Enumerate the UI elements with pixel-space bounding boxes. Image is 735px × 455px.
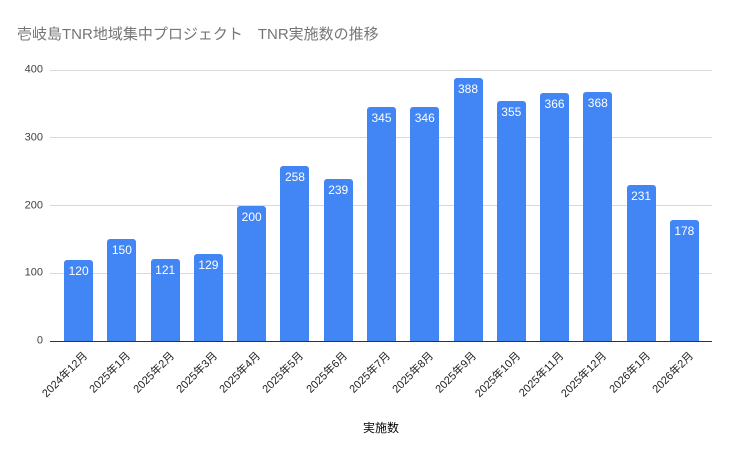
- bar-value-label: 345: [371, 111, 392, 126]
- bar[interactable]: 258: [280, 166, 310, 341]
- x-axis-title: 実施数: [362, 421, 399, 435]
- x-tick-label: 2025年4月: [217, 350, 264, 396]
- bar-value-label: 366: [544, 97, 565, 112]
- bars: 120 150 121 129 200 258 239 345 346 388 355 366 368 2…: [57, 70, 706, 341]
- x-tick-label: 2025年8月: [390, 350, 437, 396]
- bar-value-label: 129: [198, 257, 219, 272]
- bar-slot: 129: [187, 70, 230, 341]
- bar-slot: 239: [317, 70, 360, 341]
- bar-slot: 368: [576, 70, 619, 341]
- x-tick-label: 2025年11月: [516, 350, 567, 400]
- y-tick-label: 400: [24, 63, 43, 76]
- bar[interactable]: 346: [410, 106, 440, 341]
- x-tick-label: 2026年1月: [606, 350, 653, 396]
- bar-value-label: 150: [111, 243, 132, 258]
- bar-value-label: 388: [458, 82, 479, 97]
- bar-slot: 231: [619, 70, 662, 341]
- bar-value-label: 346: [414, 110, 435, 125]
- bar[interactable]: 345: [366, 107, 396, 341]
- plot-area: 120 150 121 129 200 258 239 345 346 388 355 366 368 2…: [50, 69, 712, 342]
- x-tick-label: 2025年6月: [304, 350, 350, 396]
- y-tick-label: 200: [24, 199, 43, 211]
- bar[interactable]: 239: [323, 179, 353, 341]
- bar[interactable]: 388: [453, 78, 483, 341]
- bar-value-label: 231: [631, 188, 652, 203]
- y-axis-labels: 0 100 200 300 400: [0, 64, 43, 346]
- bar-slot: 120: [57, 70, 100, 341]
- bar-slot: 346: [403, 70, 446, 341]
- x-tick-label: 2025年12月: [559, 350, 610, 401]
- bar-value-label: 258: [284, 170, 305, 185]
- bar-value-label: 368: [587, 95, 608, 110]
- bar-slot: 345: [360, 70, 403, 341]
- x-tick-label: 2025年3月: [174, 350, 220, 396]
- x-tick-label: 2025年1月: [87, 350, 134, 396]
- x-tick-label: 2025年10月: [472, 350, 523, 401]
- bar[interactable]: 368: [583, 91, 613, 341]
- bar-value-label: 355: [501, 104, 522, 119]
- bar[interactable]: 121: [150, 259, 180, 341]
- bar-value-label: 121: [155, 263, 176, 278]
- bar[interactable]: 150: [107, 239, 137, 341]
- bar-value-label: 120: [68, 263, 89, 278]
- chart-title: 壱岐島TNR地域集中プロジェクト TNR実施数の推移: [17, 26, 379, 43]
- bar-value-label: 239: [328, 183, 349, 198]
- bar-slot: 258: [273, 70, 316, 341]
- bar[interactable]: 355: [496, 100, 526, 341]
- x-tick-label: 2025年9月: [433, 350, 480, 396]
- y-tick-label: 100: [24, 266, 43, 279]
- x-tick-label: 2025年5月: [260, 350, 307, 396]
- y-tick-label: 0: [36, 334, 43, 347]
- bar[interactable]: 178: [669, 220, 699, 341]
- bar-value-label: 200: [241, 209, 262, 224]
- y-tick-label: 300: [24, 131, 43, 144]
- bar-slot: 121: [144, 70, 187, 341]
- bar-slot: 200: [230, 70, 273, 341]
- x-axis-labels: 2024年12月 2025年1月 2025年2月 2025年3月 2025年4月 2025…: [40, 347, 706, 407]
- gridline: [50, 69, 712, 71]
- x-axis-line: [50, 340, 712, 342]
- x-tick-label: 2025年7月: [347, 350, 393, 396]
- bar-slot: 150: [100, 70, 143, 341]
- bar-slot: 366: [533, 70, 576, 341]
- bar[interactable]: 366: [540, 93, 570, 341]
- bar-slot: 355: [490, 70, 533, 341]
- bar-slot: 388: [446, 70, 489, 341]
- bar-value-label: 178: [674, 224, 695, 239]
- bar[interactable]: 231: [626, 184, 656, 341]
- bar-slot: 178: [663, 70, 706, 341]
- bar[interactable]: 129: [193, 253, 223, 341]
- bar[interactable]: 200: [237, 205, 267, 341]
- x-tick-label: 2024年12月: [40, 350, 91, 401]
- x-tick-label: 2026年2月: [650, 350, 696, 396]
- x-tick-label: 2025年2月: [130, 350, 177, 396]
- bar[interactable]: 120: [64, 259, 94, 341]
